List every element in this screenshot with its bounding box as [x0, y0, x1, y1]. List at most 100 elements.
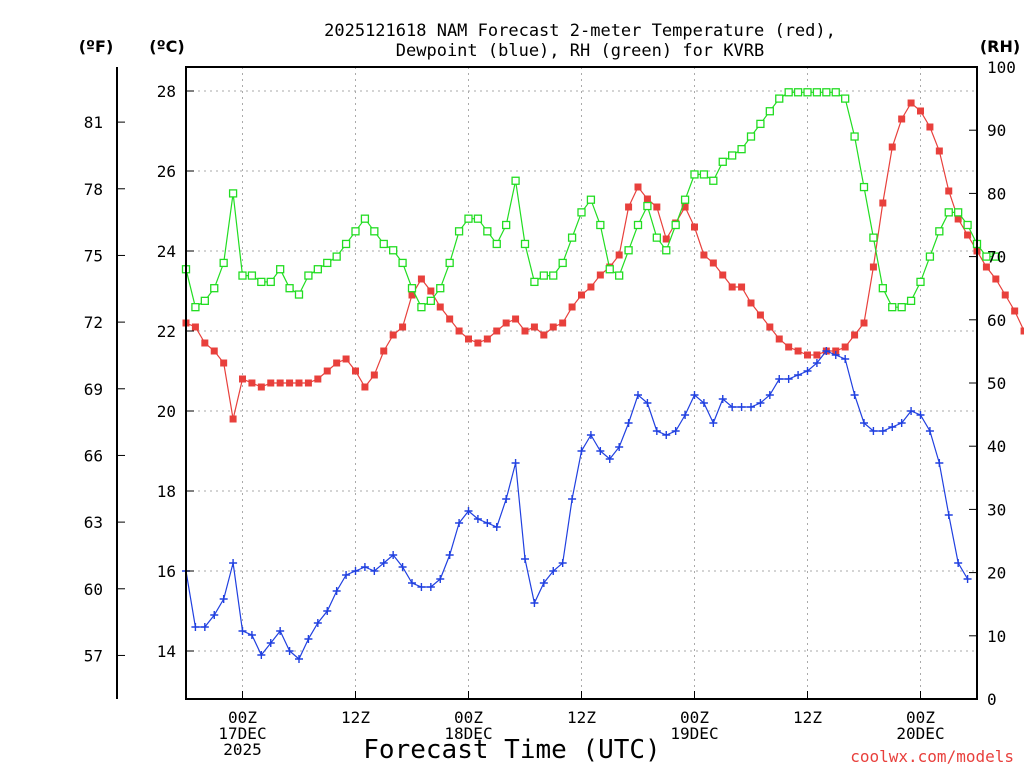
- temperature-point: [521, 327, 529, 335]
- dewpoint-point: [643, 399, 652, 407]
- temperature-point: [794, 347, 802, 355]
- dewpoint-point: [191, 623, 200, 631]
- temperature-point: [860, 319, 868, 327]
- fahrenheit-tick-label: 81: [84, 113, 103, 132]
- dewpoint-point: [596, 447, 605, 455]
- temperature-point: [314, 375, 322, 383]
- rh-point: [793, 88, 803, 97]
- temperature-point: [389, 331, 397, 339]
- temperature-point: [370, 371, 378, 379]
- fahrenheit-unit-label: (ºF): [79, 37, 114, 56]
- rh-point: [822, 88, 831, 97]
- x-tick-label: 00Z: [228, 708, 257, 727]
- rh-point: [954, 208, 963, 217]
- rh-point: [906, 296, 916, 305]
- temperature-point: [851, 331, 859, 339]
- temperature-point: [191, 323, 199, 331]
- temperature-point: [643, 195, 651, 203]
- rh-point: [445, 258, 454, 268]
- dewpoint-point: [888, 423, 897, 431]
- celsius-tick-label: 28: [157, 82, 176, 101]
- fahrenheit-tick-label: 60: [84, 580, 103, 599]
- fahrenheit-tick-label: 75: [84, 246, 103, 265]
- x-tick-label: 20DEC: [896, 724, 944, 743]
- temperature-point: [380, 347, 388, 355]
- rh-point: [398, 258, 407, 268]
- series-layer: [181, 88, 1024, 663]
- rh-point: [765, 107, 774, 116]
- rh-point: [756, 119, 765, 129]
- rh-point: [671, 220, 680, 230]
- temperature-point: [257, 383, 265, 391]
- temperature-point: [935, 147, 943, 155]
- x-tick-label: 00Z: [454, 708, 483, 727]
- temperature-point: [681, 203, 689, 211]
- dewpoint-point: [812, 359, 821, 367]
- temperature-point: [982, 263, 990, 271]
- temperature-point: [615, 251, 623, 259]
- dewpoint-point: [737, 403, 746, 411]
- temperature-point: [1011, 307, 1019, 315]
- rh-point: [228, 189, 238, 198]
- dewpoint-point: [285, 647, 294, 655]
- dewpoint-point: [266, 639, 275, 647]
- dewpoint-line: [185, 350, 969, 660]
- temperature-point: [267, 379, 275, 387]
- temperature-point: [210, 347, 218, 355]
- dewpoint-point: [417, 583, 426, 591]
- celsius-tick-label: 16: [157, 562, 176, 581]
- temperature-point: [587, 283, 595, 291]
- dewpoint-point: [681, 411, 690, 419]
- dewpoint-point: [709, 419, 718, 427]
- rh-point: [200, 296, 209, 305]
- x-tick-label: 18DEC: [444, 724, 492, 743]
- rh-point: [746, 132, 756, 141]
- dewpoint-point: [238, 627, 247, 635]
- temperature-line: [185, 102, 1024, 420]
- dewpoint-point: [605, 455, 614, 463]
- celsius-tick-label: 24: [157, 242, 176, 261]
- temperature-point: [907, 99, 915, 107]
- temperature-point: [446, 315, 454, 323]
- temperature-point: [540, 331, 548, 339]
- rh-point: [709, 176, 718, 185]
- rh-tick-label: 100: [987, 58, 1016, 77]
- dewpoint-point: [473, 515, 482, 523]
- rh-point: [699, 170, 709, 179]
- rh-tick-label: 10: [987, 627, 1006, 646]
- dewpoint-point: [794, 371, 803, 379]
- temperature-point: [304, 379, 312, 387]
- temperature-point: [785, 343, 793, 351]
- dewpoint-point: [954, 559, 963, 567]
- temperature-point: [361, 383, 369, 391]
- rh-point: [888, 303, 897, 312]
- dewpoint-point: [841, 355, 850, 363]
- dewpoint-point: [276, 627, 285, 635]
- x-tick-label: 12Z: [793, 708, 822, 727]
- rh-tick-label: 0: [987, 690, 997, 709]
- rh-point: [935, 227, 944, 236]
- temperature-point: [493, 327, 501, 335]
- rh-point: [492, 239, 501, 249]
- dewpoint-point: [342, 571, 351, 579]
- temperature-point: [954, 215, 962, 223]
- dewpoint-point: [699, 399, 708, 407]
- rh-point: [549, 271, 558, 280]
- temperature-point: [869, 263, 877, 271]
- rh-point: [511, 176, 520, 185]
- temperature-point: [436, 303, 444, 311]
- temperature-point: [342, 355, 350, 363]
- temperature-point: [502, 319, 510, 327]
- dewpoint-point: [747, 403, 755, 411]
- celsius-tick-label: 18: [157, 482, 176, 501]
- temperature-point: [992, 275, 1000, 283]
- dewpoint-point: [323, 607, 332, 615]
- dewpoint-point: [634, 391, 642, 399]
- rh-tick-label: 60: [987, 311, 1006, 330]
- rh-point: [417, 303, 426, 312]
- dewpoint-point: [860, 419, 868, 427]
- rh-point: [313, 265, 322, 274]
- rh-point: [520, 239, 530, 249]
- rh-point: [775, 94, 784, 103]
- dewpoint-point: [492, 523, 501, 531]
